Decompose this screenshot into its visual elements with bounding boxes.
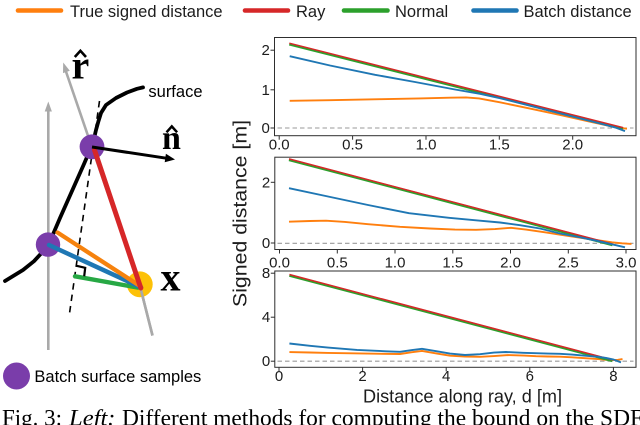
svg-text:surface: surface — [148, 83, 202, 101]
svg-text:1.0: 1.0 — [416, 136, 437, 153]
svg-text:Batch distance: Batch distance — [524, 3, 632, 21]
svg-text:2.0: 2.0 — [500, 254, 521, 271]
svg-text:2: 2 — [262, 42, 270, 59]
svg-text:True signed distance: True signed distance — [70, 3, 223, 21]
svg-text:Different methods for computin: Different methods for computing the boun… — [122, 405, 640, 425]
svg-text:8: 8 — [262, 265, 270, 282]
svg-text:Normal: Normal — [395, 3, 448, 21]
svg-text:4: 4 — [262, 309, 270, 326]
svg-text:2.0: 2.0 — [562, 136, 583, 153]
svg-text:1.5: 1.5 — [442, 254, 463, 271]
svg-text:6: 6 — [526, 368, 534, 385]
svg-text:Signed distance [m]: Signed distance [m] — [231, 120, 252, 307]
svg-text:8: 8 — [609, 368, 617, 385]
svg-text:0.0: 0.0 — [269, 136, 290, 153]
svg-text:0: 0 — [262, 120, 270, 137]
svg-text:4: 4 — [442, 368, 450, 385]
svg-text:0.5: 0.5 — [327, 254, 348, 271]
svg-text:2: 2 — [262, 174, 270, 191]
svg-text:Batch surface samples: Batch surface samples — [34, 368, 201, 386]
svg-text:2.5: 2.5 — [558, 254, 579, 271]
svg-text:1.0: 1.0 — [385, 254, 406, 271]
svg-text:n: n — [162, 120, 181, 157]
svg-text:0.5: 0.5 — [342, 136, 363, 153]
svg-text:0: 0 — [275, 368, 283, 385]
svg-text:Left:: Left: — [68, 405, 116, 425]
svg-text:r: r — [72, 43, 90, 88]
svg-text:Ray: Ray — [296, 3, 326, 21]
svg-text:0.0: 0.0 — [269, 254, 290, 271]
svg-text:3.0: 3.0 — [616, 254, 637, 271]
svg-text:1.5: 1.5 — [489, 136, 510, 153]
svg-text:0: 0 — [262, 353, 270, 370]
svg-text:Distance along ray, d [m]: Distance along ray, d [m] — [363, 387, 562, 407]
svg-text:x: x — [161, 255, 181, 300]
svg-text:2: 2 — [358, 368, 366, 385]
svg-text:1: 1 — [262, 82, 270, 99]
svg-text:0: 0 — [262, 235, 270, 252]
svg-text:Fig. 3:: Fig. 3: — [2, 405, 62, 425]
